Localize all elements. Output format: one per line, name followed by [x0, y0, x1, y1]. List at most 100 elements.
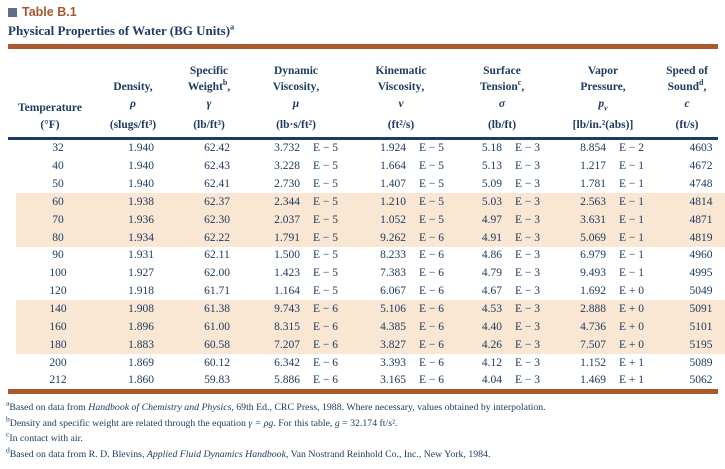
- column-symbol: γ: [206, 97, 212, 110]
- column-name: Temperature: [18, 102, 82, 114]
- column-unit: (ft²/s): [387, 118, 415, 131]
- table-cell: E − 5: [313, 231, 339, 244]
- table-cell: 1.927: [128, 267, 154, 280]
- table-cell: E − 5: [313, 285, 339, 298]
- table-cell: 6.979: [580, 249, 606, 262]
- table-cell: 5195: [689, 338, 713, 351]
- column-unit: [lb/in.²(abs)]: [572, 118, 634, 131]
- table-cell: 9.493: [580, 267, 606, 280]
- table-cell: 6.342: [274, 356, 300, 369]
- table-cell: 8.315: [274, 320, 300, 333]
- table-body: 32 1.940 62.42 3.732 E − 5 1.924 E − 5 5.18 E − …: [8, 140, 725, 390]
- table-cell: 62.30: [204, 213, 230, 226]
- column-name-2: Viscosity,: [377, 81, 425, 94]
- table-cell: 5089: [689, 356, 713, 369]
- table-cell: 4819: [689, 231, 713, 244]
- table-cell: 4995: [689, 267, 713, 280]
- table-cell: E − 5: [313, 160, 339, 173]
- table-cell: 1.217: [580, 160, 606, 173]
- table-cell: E − 6: [419, 374, 445, 387]
- table-cell: E − 3: [515, 231, 541, 244]
- table-cell: 1.210: [380, 195, 406, 208]
- column-unit: (ft/s): [675, 118, 699, 131]
- column-header-temperature: Temperature (°F): [8, 49, 92, 137]
- table-row: 80 1.934 62.22 1.791 E − 5 9.262 E − 6 4.91 E − …: [16, 228, 725, 247]
- table-cell: E − 3: [515, 178, 541, 191]
- table-cell: 4814: [689, 195, 713, 208]
- table-cell: 1.918: [128, 285, 154, 298]
- table-cell: E − 5: [313, 249, 339, 262]
- table-title: Physical Properties of Water (BG Units)a: [8, 23, 725, 39]
- column-unit: (lb/ft): [487, 118, 517, 131]
- table-cell: 160: [49, 320, 67, 333]
- table-cell: E − 6: [419, 267, 445, 280]
- footnote-text: γ = ρg.: [248, 417, 276, 429]
- table-cell: E − 1: [619, 249, 645, 262]
- book-page: Table B.1 Physical Properties of Water (…: [0, 5, 725, 469]
- column-name: Surface: [483, 64, 521, 77]
- table-cell: 62.00: [204, 267, 230, 280]
- footnote-text: Based on data from: [9, 402, 89, 414]
- table-cell: 5.13: [481, 160, 502, 173]
- table-row: 50 1.940 62.41 2.730 E − 5 1.407 E − 5 5.09 E − …: [16, 175, 725, 193]
- table-cell: 50: [52, 178, 64, 191]
- table-row: 160 1.896 61.00 8.315 E − 6 4.385 E − 6 4.40 E −…: [16, 317, 725, 336]
- footnote-text: Based on data from R. D. Blevins,: [9, 448, 147, 460]
- table-cell: 5.069: [580, 231, 606, 244]
- bottom-rule: [8, 389, 718, 395]
- table-cell: E − 3: [515, 160, 541, 173]
- table-cell: 4.97: [481, 213, 502, 226]
- table-cell: E − 5: [419, 213, 445, 226]
- footnote-text: 69th Ed., CRC Press, 1988. Where necessa…: [233, 402, 546, 414]
- table-cell: E + 0: [619, 338, 645, 351]
- table-cell: 62.22: [204, 231, 230, 244]
- table-cell: 4.86: [481, 249, 502, 262]
- footnote-text: Van Nostrand Reinhold Co., Inc., New Yor…: [288, 448, 491, 460]
- table-cell: 4748: [689, 178, 713, 191]
- table-cell: 70: [52, 213, 64, 226]
- footnote-marker: b: [6, 414, 10, 424]
- footnote-marker: d: [6, 445, 10, 455]
- table-title-text: Physical Properties of Water (BG Units): [8, 23, 231, 38]
- table-cell: E + 0: [619, 320, 645, 333]
- table-cell: 4.04: [481, 374, 502, 387]
- table-cell: E − 3: [515, 356, 541, 369]
- table-cell: 1.931: [128, 249, 154, 262]
- table-cell: 59.83: [204, 374, 230, 387]
- table-cell: E − 1: [619, 267, 645, 280]
- footnote-text: g: [334, 417, 340, 429]
- table-cell: 40: [52, 160, 64, 173]
- table-cell: 61.38: [204, 303, 230, 316]
- column-symbol: μ: [292, 97, 300, 110]
- table-cell: 9.743: [274, 303, 300, 316]
- table-cell: 180: [49, 338, 67, 351]
- table-row: 140 1.908 61.38 9.743 E − 6 5.106 E − 6 4.53 E −…: [16, 300, 725, 318]
- table-cell: 5062: [689, 374, 713, 387]
- table-cell: 3.827: [380, 338, 406, 351]
- table-cell: E − 6: [419, 303, 445, 316]
- table-cell: 5101: [689, 320, 713, 333]
- table-cell: 1.791: [274, 231, 300, 244]
- column-symbol: σ: [498, 97, 506, 110]
- table-cell: E − 1: [619, 178, 645, 191]
- column-unit: (°F): [40, 118, 60, 131]
- table-cell: E − 5: [419, 178, 445, 191]
- table-cell: E − 6: [313, 338, 339, 351]
- table-cell: E − 3: [515, 320, 541, 333]
- table-cell: 4603: [689, 142, 713, 155]
- table-row: 70 1.936 62.30 2.037 E − 5 1.052 E − 5 4.97 E − …: [16, 210, 725, 229]
- footnote-marker: c: [6, 430, 10, 440]
- table-cell: E − 5: [313, 213, 339, 226]
- table-cell: 2.037: [274, 213, 300, 226]
- table-cell: E − 3: [515, 195, 541, 208]
- table-cell: 120: [49, 285, 67, 298]
- table-cell: 1.896: [128, 320, 154, 333]
- table-cell: 1.940: [128, 160, 154, 173]
- table-cell: 5.09: [481, 178, 502, 191]
- table-cell: E − 5: [313, 267, 339, 280]
- footnotes: aBased on data from Handbook of Chemistr…: [6, 400, 725, 462]
- table-cell: 1.924: [380, 142, 406, 155]
- table-cell: 7.383: [380, 267, 406, 280]
- table-cell: E − 3: [515, 338, 541, 351]
- table-cell: 5.106: [380, 303, 406, 316]
